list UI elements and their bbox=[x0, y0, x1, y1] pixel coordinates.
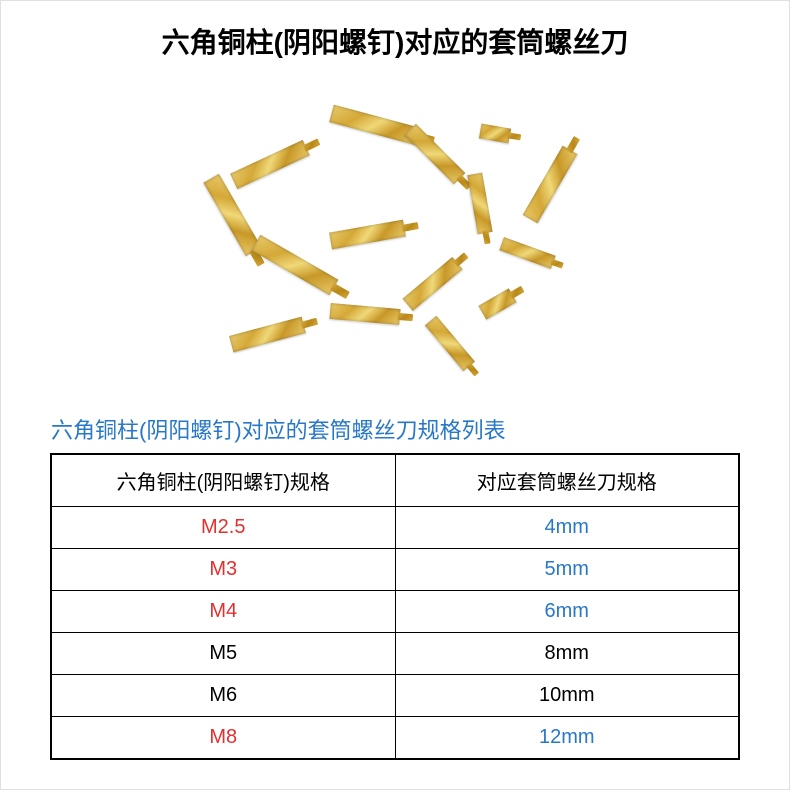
brass-standoff-icon bbox=[499, 237, 555, 269]
spec-cell: M6 bbox=[51, 675, 395, 717]
driver-cell: 4mm bbox=[395, 507, 739, 549]
page-title: 六角铜柱(阴阳螺钉)对应的套筒螺丝刀 bbox=[1, 1, 789, 76]
brass-standoff-icon bbox=[479, 124, 511, 144]
brass-standoff-icon bbox=[329, 220, 406, 250]
table-row: M812mm bbox=[51, 717, 739, 760]
brass-standoff-icon bbox=[405, 124, 466, 185]
brass-standoff-icon bbox=[203, 174, 261, 257]
table-row: M46mm bbox=[51, 591, 739, 633]
brass-standoff-icon bbox=[329, 303, 400, 325]
brass-standoff-icon bbox=[252, 235, 339, 296]
page-container: 六角铜柱(阴阳螺钉)对应的套筒螺丝刀 六角铜柱(阴阳螺钉)对应的套筒螺丝刀规格列… bbox=[0, 0, 790, 790]
brass-standoff-icon bbox=[229, 317, 306, 353]
spec-cell: M2.5 bbox=[51, 507, 395, 549]
table-row: M2.54mm bbox=[51, 507, 739, 549]
spec-table: 六角铜柱(阴阳螺钉)规格 对应套筒螺丝刀规格 M2.54mmM35mmM46mm… bbox=[50, 453, 740, 760]
spec-cell: M8 bbox=[51, 717, 395, 760]
table-row: M58mm bbox=[51, 633, 739, 675]
table-row: M610mm bbox=[51, 675, 739, 717]
table-header-driver: 对应套筒螺丝刀规格 bbox=[395, 454, 739, 507]
brass-standoff-icon bbox=[329, 105, 421, 146]
spec-cell: M4 bbox=[51, 591, 395, 633]
spec-cell: M5 bbox=[51, 633, 395, 675]
brass-standoff-icon bbox=[402, 257, 462, 311]
brass-standoff-icon bbox=[467, 173, 492, 235]
driver-cell: 10mm bbox=[395, 675, 739, 717]
driver-cell: 12mm bbox=[395, 717, 739, 760]
table-header-spec: 六角铜柱(阴阳螺钉)规格 bbox=[51, 454, 395, 507]
table-title: 六角铜柱(阴阳螺钉)对应的套筒螺丝刀规格列表 bbox=[1, 413, 789, 453]
table-body: M2.54mmM35mmM46mmM58mmM610mmM812mm bbox=[51, 507, 739, 760]
driver-cell: 8mm bbox=[395, 633, 739, 675]
table-header-row: 六角铜柱(阴阳螺钉)规格 对应套筒螺丝刀规格 bbox=[51, 454, 739, 507]
brass-standoff-icon bbox=[523, 146, 578, 224]
driver-cell: 5mm bbox=[395, 549, 739, 591]
spec-cell: M3 bbox=[51, 549, 395, 591]
table-row: M35mm bbox=[51, 549, 739, 591]
brass-standoff-icon bbox=[478, 288, 516, 319]
brass-standoff-icon bbox=[230, 140, 310, 189]
product-image bbox=[50, 76, 740, 398]
driver-cell: 6mm bbox=[395, 591, 739, 633]
brass-standoff-icon bbox=[425, 316, 475, 372]
